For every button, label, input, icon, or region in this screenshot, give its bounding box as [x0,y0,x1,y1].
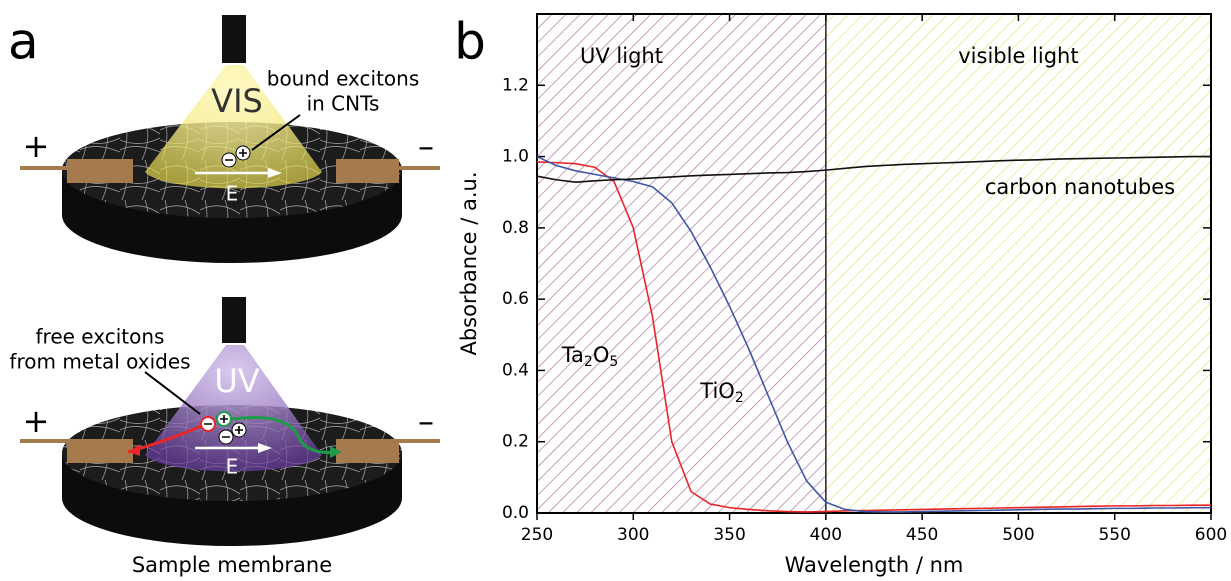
series-line [536,155,1211,513]
field-label: E [226,455,239,479]
y-tick-label: 1.0 [502,147,529,167]
x-tick-label: 300 [617,525,649,545]
light-label: UV [214,362,259,400]
region-label: visible light [958,44,1078,68]
x-tick-label: 450 [906,525,938,545]
series-label: TiO2 [699,379,743,406]
panel-b: UV light visible light 0.0 0.2 0.4 0.6 0.8 1.0 1… [454,13,1227,578]
membrane-bottom [20,297,440,546]
caption: Sample membrane [132,553,332,577]
series-line [536,161,1211,513]
x-tick-label: 250 [521,525,553,545]
y-tick-label: 0.0 [502,503,529,523]
note: free excitons [36,325,165,349]
panel-a: a VIS bound excitons in CNTs + – E [8,13,440,577]
region [537,14,826,513]
membrane-top [20,15,440,263]
minus: – [418,127,434,165]
y-tick-label: 0.4 [502,360,529,380]
series-label: Ta2O5 [561,343,619,370]
panel-label: b [454,13,486,71]
x-tick-label: 600 [1195,525,1227,545]
y-tick-label: 0.8 [502,218,529,238]
light-label: VIS [211,82,263,120]
y-tick-label: 0.2 [502,432,529,452]
note: from metal oxides [9,350,190,374]
note: in CNTs [307,92,380,116]
y-tick-label: 1.2 [502,75,529,95]
x-axis-title: Wavelength / nm [785,553,964,577]
panel-label: a [8,13,39,71]
field-label: E [226,182,239,206]
y-tick-label: 0.6 [502,289,529,309]
series-label: carbon nanotubes [985,175,1175,199]
region-label: UV light [580,44,663,68]
region [825,14,1211,513]
x-tick-label: 350 [713,525,745,545]
minus: – [418,402,434,440]
x-tick-label: 500 [1002,525,1034,545]
plus: + [23,402,50,440]
y-axis-title: Absorbance / a.u. [457,171,481,355]
note: bound excitons [267,67,420,91]
plus: + [23,127,50,165]
series-line [536,155,1211,184]
x-tick-label: 400 [810,525,842,545]
x-tick-label: 550 [1098,525,1130,545]
plot-frame [536,13,1212,514]
